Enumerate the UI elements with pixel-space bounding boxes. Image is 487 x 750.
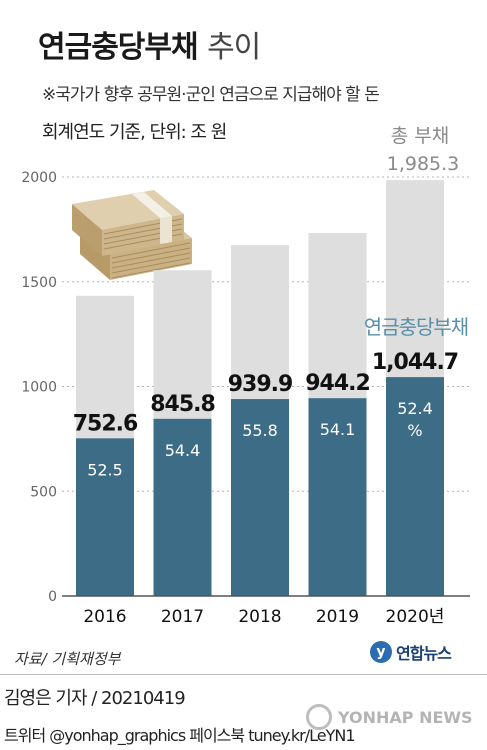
watermark-text: YONHAP NEWS [338,707,473,727]
legend-pension-debt: 연금충당부채 [364,315,468,339]
share-percent-label: % [407,421,422,440]
y-tick-label: 500 [30,484,57,500]
x-tick-label: 2018 [238,607,281,627]
value-labels: 752.6 52.5 845.8 54.4 939.9 55.8 944.2 54.1 1,04… [73,153,460,479]
chart-title: 연금충당부채 추이 [38,22,261,66]
chart-note: ※국가가 향후 공무원·군인 연금으로 지급해야 할 돈 [42,85,380,105]
share-percent-label: 55.8 [242,421,278,440]
legend-total-debt: 총 부채 [391,125,449,147]
share-percent-label: 52.5 [87,460,123,479]
y-tick-label: 1500 [21,275,57,291]
title-sub: 추이 [207,30,261,65]
pension-value-label: 939.9 [228,372,293,397]
yonhap-logo-icon: y [370,641,392,663]
pension-value-label: 1,044.7 [372,350,458,375]
unit-label: 회계연도 기준, 단위: 조 원 [42,122,227,143]
pension-value-label: 752.6 [73,411,138,436]
pension-debt-bars [76,377,444,596]
total-value-label: 1,985.3 [387,153,460,175]
x-tick-label: 2019 [316,607,359,627]
pension-debt-bar [386,377,444,596]
x-axis: 2016 2017 2018 2019 2020년 [62,595,470,627]
x-tick-label: 2016 [83,607,126,627]
money-stack-icon [72,190,192,280]
pension-value-label: 944.2 [305,371,370,396]
title-main: 연금충당부채 [38,30,199,65]
y-tick-label: 1000 [21,380,57,396]
source-note: 자료/ 기획재정부 [14,650,121,668]
watermark: YONHAP NEWS [306,704,473,730]
pension-debt-bar [76,438,134,596]
bar-chart: 752.6 52.5 845.8 54.4 939.9 55.8 944.2 54.1 1,04… [21,125,470,627]
logo-text: 연합뉴스 [396,644,452,663]
pension-debt-bar [153,418,212,596]
x-tick-label: 2017 [161,607,204,627]
share-percent-label: 54.4 [165,441,201,460]
pension-debt-bar [308,398,367,596]
share-percent-label: 54.1 [320,420,356,439]
y-tick-label: 0 [48,589,57,605]
x-tick-label: 2020년 [386,607,445,627]
pension-debt-bar [231,399,289,596]
footer-divider [0,674,487,675]
y-tick-label: 2000 [21,170,57,186]
yonhap-logo: y 연합뉴스 [370,640,452,664]
pension-value-label: 845.8 [150,392,215,417]
reporter-credit: 김영은 기자 / 20210419 [4,688,186,709]
watermark-ring-icon [306,704,332,730]
y-axis: 0 500 1000 1500 2000 [21,170,57,605]
share-percent-label: 52.4 [397,399,433,418]
social-links: 트위터 @yonhap_graphics 페이스북 tuney.kr/LeYN1 [4,726,356,745]
